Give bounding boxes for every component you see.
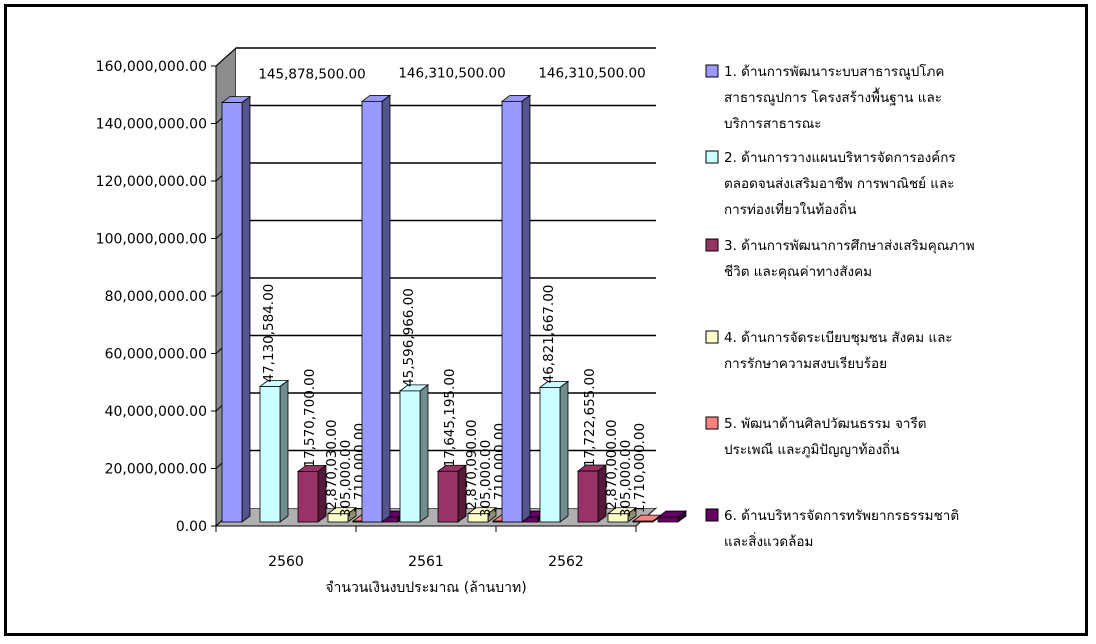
y-tick-label: 140,000,000.00 xyxy=(96,117,207,133)
legend-swatch xyxy=(705,150,719,164)
y-tick-label: 120,000,000.00 xyxy=(96,174,207,190)
bar xyxy=(577,470,599,523)
legend-label: 2. ด้านการวางแผนบริหารจัดการองค์กร xyxy=(724,149,956,166)
y-tick-label: 40,000,000.00 xyxy=(105,404,207,420)
bar xyxy=(437,470,459,523)
bar xyxy=(297,471,319,523)
bar xyxy=(399,390,421,523)
legend-label: 6. ด้านบริหารจัดการทรัพยากรธรรมชาติ xyxy=(724,508,959,524)
legend-label: 1. ด้านการพัฒนาระบบสาธารณูปโภค xyxy=(724,63,944,80)
bar-side xyxy=(521,94,531,523)
x-tick-label: 2562 xyxy=(548,554,584,570)
legend-label: ตลอดจนส่งเสริมอาชีพ การพาณิชย์ และ xyxy=(724,175,955,192)
data-label: 146,310,500.00 xyxy=(538,65,645,81)
data-label: 45,596,966.00 xyxy=(401,288,417,387)
bar xyxy=(259,386,281,523)
bar xyxy=(221,102,243,523)
data-label: 146,310,500.00 xyxy=(398,65,505,81)
bar xyxy=(607,513,629,523)
y-tick-label: 160,000,000.00 xyxy=(96,59,207,75)
bar-side xyxy=(419,384,429,523)
bar xyxy=(327,513,349,523)
gridline-side xyxy=(215,47,237,67)
legend-swatch xyxy=(705,508,719,522)
bar-side xyxy=(559,380,569,523)
legend-swatch xyxy=(705,238,719,252)
y-tick-label: 20,000,000.00 xyxy=(105,462,207,478)
legend-label: การท่องเที่ยวในท้องถิ่น xyxy=(724,200,856,218)
legend-label: ชีวิต และคุณค่าทางสังคม xyxy=(724,264,872,280)
bar xyxy=(501,100,523,523)
bar-side xyxy=(241,95,251,523)
data-label: 305,000.00 xyxy=(338,440,354,517)
legend-label: 4. ด้านการจัดระเบียบชุมชน สังคม และ xyxy=(724,330,953,346)
legend-label: บริการสาธารณะ xyxy=(724,116,822,132)
legend-swatch xyxy=(705,330,719,344)
bar xyxy=(632,520,654,523)
data-label: 2,870,030.00 xyxy=(324,420,340,510)
legend-label: 3. ด้านการพัฒนาการศึกษาส่งเสริมคุณภาพ xyxy=(724,238,975,254)
bar xyxy=(467,513,489,523)
data-label: 17,570,700.00 xyxy=(302,369,318,468)
bar-side xyxy=(279,379,289,523)
data-label: 47,130,584.00 xyxy=(261,284,277,383)
legend-label: 5. พัฒนาด้านศิลปวัฒนธรรม จารีต xyxy=(724,416,927,432)
data-label: 305,000.00 xyxy=(478,440,494,517)
data-label: 17,722,655.00 xyxy=(582,368,598,467)
legend-label: สาธารณูปการ โครงสร้างพื้นฐาน และ xyxy=(724,87,942,106)
data-label: 145,878,500.00 xyxy=(258,67,365,83)
legend-swatch xyxy=(705,64,719,78)
legend-label: และสิ่งแวดล้อม xyxy=(724,532,813,550)
bar xyxy=(539,386,561,523)
x-tick-label: 2560 xyxy=(268,554,304,570)
legend-label: การรักษาความสงบเรียบร้อย xyxy=(724,356,887,372)
bar xyxy=(657,516,679,523)
y-tick-label: 100,000,000.00 xyxy=(96,232,207,248)
bar-side xyxy=(381,94,391,523)
y-tick-label: 0.00 xyxy=(176,519,207,535)
legend-swatch xyxy=(705,416,719,430)
data-label: 17,645,195.00 xyxy=(442,369,458,468)
x-tick-label: 2561 xyxy=(408,554,444,570)
x-axis-title: จำนวนเงินงบประมาณ (ล้านบาท) xyxy=(325,580,526,596)
y-tick-label: 60,000,000.00 xyxy=(105,347,207,363)
data-label: 2,870,090.00 xyxy=(464,420,480,510)
y-tick-label: 80,000,000.00 xyxy=(105,289,207,305)
bar xyxy=(361,100,383,523)
data-label: 305,000.00 xyxy=(618,440,634,517)
data-label: 1,710,000.00 xyxy=(632,423,648,513)
data-label: 2,870,000.00 xyxy=(604,420,620,510)
data-label: 46,821,667.00 xyxy=(541,285,557,384)
legend-label: ประเพณี และภูมิปัญญาท้องถิ่น xyxy=(724,440,900,458)
